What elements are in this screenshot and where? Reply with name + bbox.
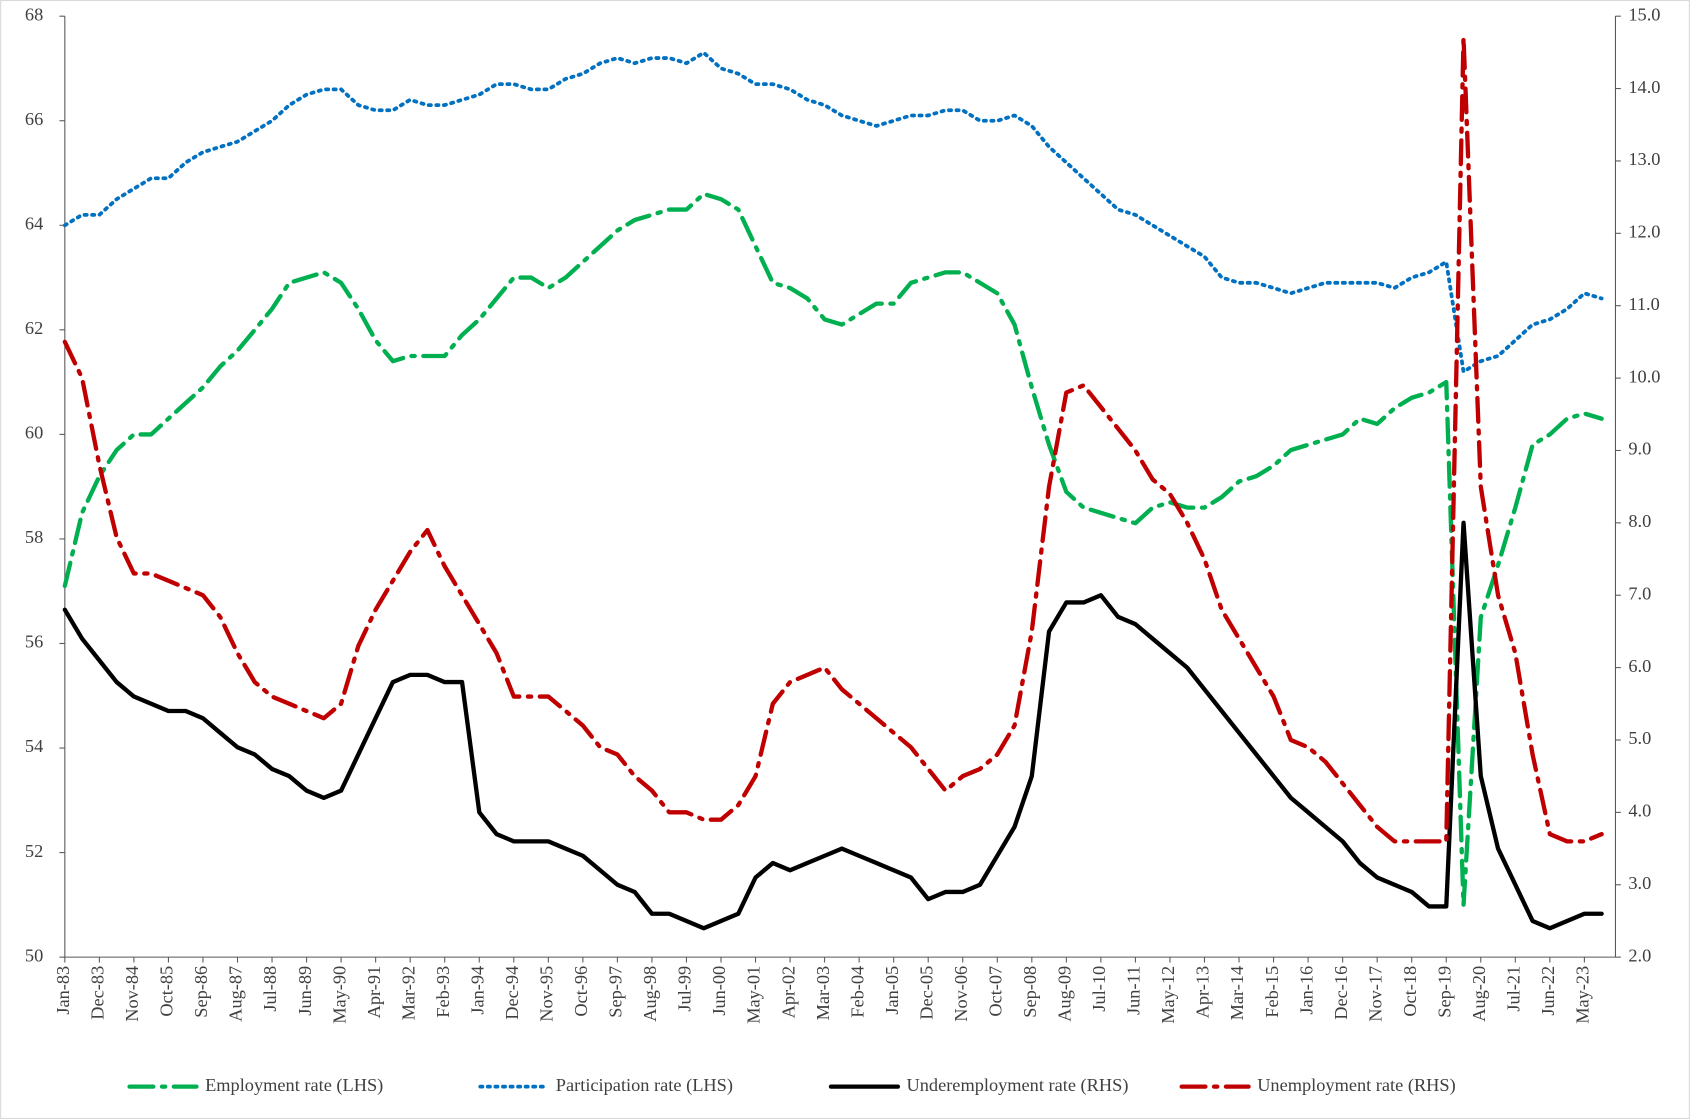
x-tick-label: Dec-83 <box>88 966 108 1020</box>
x-tick-label: Mar-03 <box>813 966 833 1021</box>
y2-tick-label: 6.0 <box>1628 656 1651 676</box>
x-tick-label: Oct-07 <box>985 966 1005 1017</box>
y2-tick-label: 12.0 <box>1628 222 1660 242</box>
y-tick-label: 52 <box>25 841 43 861</box>
x-tick-label: Jun-11 <box>1124 966 1144 1015</box>
y2-tick-label: 8.0 <box>1628 511 1651 531</box>
x-tick-label: Aug-09 <box>1055 966 1075 1022</box>
y-tick-label: 58 <box>25 527 43 547</box>
x-tick-label: Mar-92 <box>398 966 418 1021</box>
y-tick-label: 68 <box>25 4 43 24</box>
x-tick-label: Jan-94 <box>467 966 487 1015</box>
x-tick-label: Jun-00 <box>709 966 729 1016</box>
x-tick-label: Aug-20 <box>1469 966 1489 1022</box>
x-tick-label: Feb-04 <box>847 966 867 1018</box>
x-tick-label: May-90 <box>329 966 349 1024</box>
x-tick-label: May-23 <box>1573 966 1593 1024</box>
series-line <box>62 520 1604 931</box>
x-tick-label: Oct-85 <box>157 966 177 1017</box>
y2-tick-label: 15.0 <box>1628 4 1660 24</box>
x-tick-label: Feb-93 <box>433 966 453 1018</box>
x-tick-label: Sep-19 <box>1434 966 1454 1018</box>
y2-tick-label: 14.0 <box>1628 77 1660 97</box>
y2-tick-label: 2.0 <box>1628 945 1651 965</box>
y-tick-label: 50 <box>25 945 43 965</box>
y-tick-label: 66 <box>25 109 43 129</box>
y-tick-label: 62 <box>25 318 43 338</box>
x-tick-label: Oct-18 <box>1400 966 1420 1017</box>
x-tick-label: Sep-97 <box>606 966 626 1018</box>
x-tick-label: Jul-88 <box>260 966 280 1012</box>
x-tick-label: Jan-05 <box>882 966 902 1015</box>
series-line <box>62 35 1604 844</box>
legend-label: Unemployment rate (RHS) <box>1257 1075 1456 1096</box>
y2-tick-label: 11.0 <box>1628 294 1659 314</box>
x-tick-label: Aug-87 <box>226 966 246 1022</box>
x-tick-label: Nov-17 <box>1365 966 1385 1022</box>
x-tick-label: Dec-16 <box>1331 966 1351 1020</box>
y2-tick-label: 10.0 <box>1628 366 1660 386</box>
x-tick-label: Mar-14 <box>1227 966 1247 1021</box>
legend-label: Employment rate (LHS) <box>205 1075 383 1096</box>
y-tick-label: 60 <box>25 423 43 443</box>
x-tick-label: Oct-96 <box>571 966 591 1017</box>
x-tick-label: Nov-06 <box>951 966 971 1022</box>
series-line <box>62 191 1604 908</box>
y-tick-label: 56 <box>25 632 43 652</box>
x-tick-label: Apr-91 <box>364 966 384 1019</box>
x-tick-label: Jan-16 <box>1296 966 1316 1015</box>
y-tick-label: 54 <box>25 736 43 756</box>
legend-label: Participation rate (LHS) <box>556 1075 733 1096</box>
y2-tick-label: 5.0 <box>1628 728 1651 748</box>
legend-label: Underemployment rate (RHS) <box>907 1075 1129 1096</box>
y2-tick-label: 7.0 <box>1628 583 1651 603</box>
x-tick-label: Apr-13 <box>1193 966 1213 1019</box>
x-tick-label: May-01 <box>744 966 764 1024</box>
series-line <box>62 50 1604 374</box>
x-tick-label: Jul-21 <box>1504 966 1524 1012</box>
x-tick-label: Dec-05 <box>916 966 936 1020</box>
x-tick-label: Dec-94 <box>502 966 522 1020</box>
x-tick-label: Jun-22 <box>1538 966 1558 1016</box>
x-tick-label: May-12 <box>1158 966 1178 1024</box>
x-tick-label: Feb-15 <box>1262 966 1282 1018</box>
y-tick-label: 64 <box>25 213 43 233</box>
x-tick-label: Nov-95 <box>537 966 557 1022</box>
x-tick-label: Apr-02 <box>778 966 798 1019</box>
x-tick-label: Nov-84 <box>122 966 142 1022</box>
x-tick-label: Aug-98 <box>640 966 660 1022</box>
x-tick-label: Sep-08 <box>1020 966 1040 1018</box>
y2-tick-label: 13.0 <box>1628 149 1660 169</box>
x-tick-label: Sep-86 <box>191 966 211 1018</box>
x-tick-label: Jul-99 <box>675 966 695 1012</box>
x-tick-label: Jun-89 <box>295 966 315 1016</box>
y2-tick-label: 4.0 <box>1628 801 1651 821</box>
x-tick-label: Jan-83 <box>53 966 73 1015</box>
y2-tick-label: 9.0 <box>1628 439 1651 459</box>
y2-tick-label: 3.0 <box>1628 873 1651 893</box>
x-tick-label: Jul-10 <box>1089 966 1109 1012</box>
